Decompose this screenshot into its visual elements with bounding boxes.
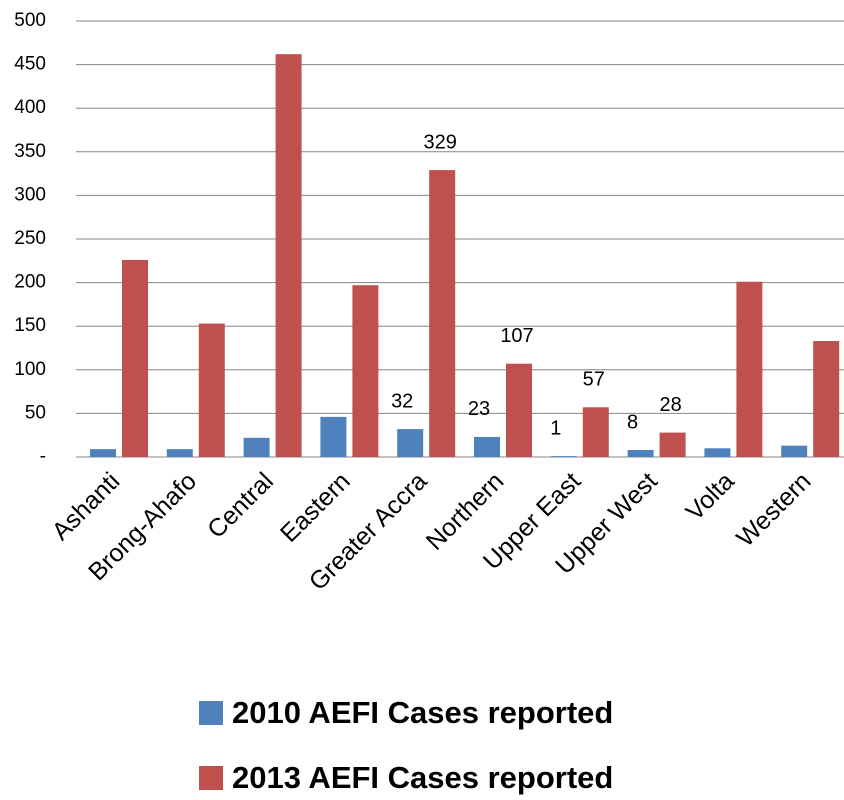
y-tick-label: -: [40, 446, 46, 467]
y-tick-label: 250: [14, 228, 46, 249]
bar: [474, 436, 500, 457]
legend-label: 2010 AEFI Cases reported: [232, 695, 613, 730]
bar: [352, 285, 379, 457]
bar: [397, 429, 424, 457]
data-label: 28: [659, 394, 681, 416]
data-label: 32: [391, 390, 413, 412]
y-tick-label: 200: [14, 272, 46, 293]
y-tick-label: 400: [14, 97, 46, 118]
bar: [243, 437, 270, 457]
legend-label: 2013 AEFI Cases reported: [232, 760, 613, 795]
bar: [90, 449, 116, 457]
y-tick-label: 100: [14, 359, 46, 380]
y-tick-label: 300: [14, 184, 46, 205]
bar: [736, 281, 763, 457]
y-tick-label: 500: [14, 10, 46, 31]
bar: [320, 416, 347, 457]
y-tick-label: 350: [14, 141, 46, 162]
y-tick-label: 450: [14, 54, 46, 75]
legend-swatch: [199, 701, 223, 725]
bar: [166, 449, 193, 457]
bar: [781, 445, 808, 457]
data-label: 329: [424, 131, 457, 153]
bar: [506, 363, 532, 457]
y-tick-label: 150: [14, 315, 46, 336]
bar: [550, 456, 577, 457]
bar: [275, 54, 302, 458]
x-tick-label: Western: [731, 467, 816, 552]
bar: [704, 448, 731, 457]
legend-swatch: [199, 766, 223, 790]
bar: [627, 450, 654, 457]
bar: [813, 341, 840, 457]
bar: [582, 407, 609, 457]
bar: [659, 432, 686, 457]
bar: [122, 259, 148, 457]
x-tick-label: Central: [202, 467, 279, 544]
data-label: 8: [627, 411, 638, 433]
data-label: 57: [583, 369, 605, 391]
bar: [429, 170, 456, 457]
data-label: 1: [550, 417, 561, 439]
y-tick-label: 50: [25, 402, 46, 423]
data-label: 23: [468, 398, 490, 420]
data-label: 107: [500, 325, 533, 347]
bar: [198, 323, 225, 457]
x-tick-label: Volta: [681, 467, 740, 526]
x-tick-label: Ashanti: [47, 467, 126, 546]
